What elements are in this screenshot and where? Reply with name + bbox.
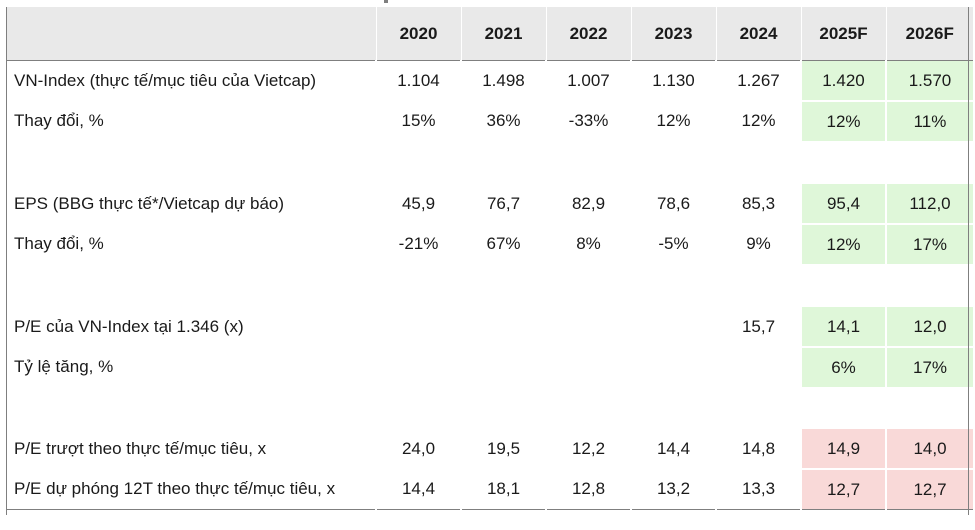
header-year: 2023 xyxy=(630,7,716,61)
cell: 1.104 xyxy=(375,60,461,101)
forecast-cell: 112,0 xyxy=(885,184,973,224)
header-year: 2020 xyxy=(375,7,461,61)
table-row: VN-Index (thực tế/mục tiêu của Vietcap) … xyxy=(6,60,973,101)
cell: 8% xyxy=(545,224,631,264)
forecast-cell: 11% xyxy=(885,100,973,141)
table-row: Thay đổi, % -21% 67% 8% -5% 9% 12% 17% xyxy=(6,223,973,264)
table-row: EPS (BBG thực tế*/Vietcap dự báo) 45,9 7… xyxy=(6,184,973,224)
cell xyxy=(630,347,716,387)
forecast-cell: 14,0 xyxy=(885,429,973,469)
top-rule-tick xyxy=(384,0,388,3)
cell: 13,3 xyxy=(715,469,801,510)
table-row: P/E của VN-Index tại 1.346 (x) 15,7 14,1… xyxy=(6,307,973,347)
row-label: P/E của VN-Index tại 1.346 (x) xyxy=(14,317,244,336)
cell: 85,3 xyxy=(715,184,801,224)
row-label: Tỷ lệ tăng, % xyxy=(14,357,114,376)
spacer-row xyxy=(6,264,973,307)
table-row: P/E trượt theo thực tế/mục tiêu, x 24,0 … xyxy=(6,429,973,469)
cell: 14,4 xyxy=(630,429,716,469)
cell: 9% xyxy=(715,224,801,264)
cell: 12,2 xyxy=(545,429,631,469)
cell: 13,2 xyxy=(630,469,716,510)
cell xyxy=(630,307,716,347)
cell xyxy=(460,307,546,347)
cell: 12% xyxy=(715,101,801,141)
forecast-cell: 95,4 xyxy=(800,184,886,224)
row-label: Thay đổi, % xyxy=(14,111,104,130)
cell xyxy=(715,347,801,387)
row-label: VN-Index (thực tế/mục tiêu của Vietcap) xyxy=(14,71,317,90)
cell xyxy=(460,347,546,387)
cell: 1.130 xyxy=(630,60,716,101)
row-label: EPS (BBG thực tế*/Vietcap dự báo) xyxy=(14,194,285,213)
cell: 1.267 xyxy=(715,60,801,101)
cell xyxy=(375,307,461,347)
cell xyxy=(545,347,631,387)
row-label: Thay đổi, % xyxy=(14,234,104,253)
header-year-forecast: 2025F xyxy=(800,7,886,61)
cell: 19,5 xyxy=(460,429,546,469)
cell: -21% xyxy=(375,224,461,264)
cell: 15% xyxy=(375,101,461,141)
table-row: Thay đổi, % 15% 36% -33% 12% 12% 12% 11% xyxy=(6,100,973,141)
cell: 45,9 xyxy=(375,184,461,224)
table-body: VN-Index (thực tế/mục tiêu của Vietcap) … xyxy=(6,60,973,510)
cell: -5% xyxy=(630,224,716,264)
header-year: 2022 xyxy=(545,7,631,61)
cell: 12% xyxy=(630,101,716,141)
cell: 24,0 xyxy=(375,429,461,469)
forecast-cell: 14,1 xyxy=(800,307,886,347)
header-year-forecast: 2026F xyxy=(885,7,973,61)
row-label: P/E dự phóng 12T theo thực tế/mục tiêu, … xyxy=(6,469,376,510)
forecast-cell: 12,7 xyxy=(885,468,973,510)
forecast-cell: 12,7 xyxy=(800,468,886,510)
forecast-cell: 6% xyxy=(800,346,886,387)
cell: 67% xyxy=(460,224,546,264)
header-year: 2021 xyxy=(460,7,546,61)
header-row: 2020 2021 2022 2023 2024 2025F 2026F xyxy=(6,7,973,61)
table-row: Tỷ lệ tăng, % 6% 17% xyxy=(6,346,973,387)
cell: 76,7 xyxy=(460,184,546,224)
cell: 14,4 xyxy=(375,469,461,510)
cell: 18,1 xyxy=(460,469,546,510)
cell xyxy=(545,307,631,347)
cell xyxy=(375,347,461,387)
cell: 12,8 xyxy=(545,469,631,510)
cell: 78,6 xyxy=(630,184,716,224)
cell: -33% xyxy=(545,101,631,141)
forecast-cell: 1.570 xyxy=(885,60,973,101)
valuation-table: 2020 2021 2022 2023 2024 2025F 2026F VN-… xyxy=(6,7,973,510)
forecast-cell: 12% xyxy=(800,223,886,264)
table-row: P/E dự phóng 12T theo thực tế/mục tiêu, … xyxy=(6,468,973,510)
forecast-cell: 12% xyxy=(800,100,886,141)
header-year: 2024 xyxy=(715,7,801,61)
forecast-cell: 14,9 xyxy=(800,429,886,469)
forecast-cell: 17% xyxy=(885,346,973,387)
cell: 36% xyxy=(460,101,546,141)
cell: 82,9 xyxy=(545,184,631,224)
cell: 14,8 xyxy=(715,429,801,469)
cell: 1.498 xyxy=(460,60,546,101)
cell: 1.007 xyxy=(545,60,631,101)
header-label xyxy=(6,7,376,61)
row-label: P/E trượt theo thực tế/mục tiêu, x xyxy=(14,439,267,458)
cell: 15,7 xyxy=(715,307,801,347)
spacer-row xyxy=(6,387,973,429)
forecast-cell: 1.420 xyxy=(800,60,886,101)
forecast-cell: 17% xyxy=(885,223,973,264)
spacer-row xyxy=(6,141,973,184)
forecast-cell: 12,0 xyxy=(885,307,973,347)
